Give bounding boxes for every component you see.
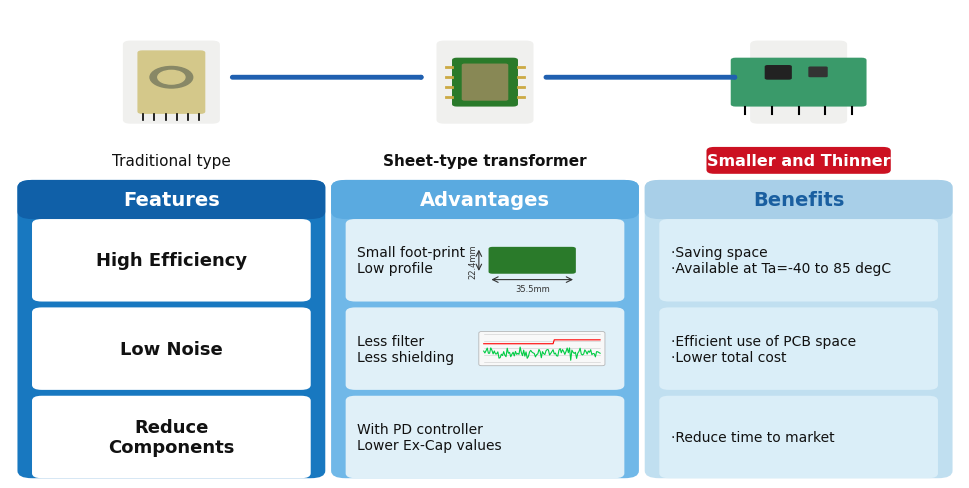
FancyBboxPatch shape — [705, 147, 890, 174]
Text: ·Saving space
·Available at Ta=-40 to 85 degC: ·Saving space ·Available at Ta=-40 to 85… — [671, 245, 891, 276]
FancyBboxPatch shape — [17, 181, 325, 478]
FancyBboxPatch shape — [330, 181, 639, 478]
Text: Low Noise: Low Noise — [120, 340, 223, 358]
Text: ·Efficient use of PCB space
·Lower total cost: ·Efficient use of PCB space ·Lower total… — [671, 334, 856, 364]
Text: Reduce
Components: Reduce Components — [109, 418, 234, 456]
FancyBboxPatch shape — [659, 220, 937, 302]
Text: 35.5mm: 35.5mm — [515, 284, 549, 293]
FancyBboxPatch shape — [479, 332, 605, 366]
Text: 22.4mm: 22.4mm — [467, 244, 477, 278]
Text: Traditional type: Traditional type — [111, 154, 231, 168]
FancyBboxPatch shape — [123, 41, 220, 124]
FancyBboxPatch shape — [659, 308, 937, 390]
Text: Advantages: Advantages — [420, 191, 549, 209]
FancyBboxPatch shape — [330, 181, 639, 220]
FancyBboxPatch shape — [644, 181, 952, 220]
Text: Features: Features — [123, 191, 220, 209]
FancyBboxPatch shape — [345, 396, 624, 478]
FancyBboxPatch shape — [461, 64, 508, 102]
FancyBboxPatch shape — [644, 181, 952, 478]
Circle shape — [158, 71, 185, 85]
FancyBboxPatch shape — [32, 396, 310, 478]
Text: Smaller and Thinner: Smaller and Thinner — [706, 154, 890, 168]
FancyBboxPatch shape — [32, 308, 310, 390]
Text: ·Reduce time to market: ·Reduce time to market — [671, 430, 833, 444]
Text: Less filter
Less shielding: Less filter Less shielding — [357, 334, 453, 364]
FancyBboxPatch shape — [345, 308, 624, 390]
Text: Small foot-print
Low profile: Small foot-print Low profile — [357, 245, 465, 276]
Text: Benefits: Benefits — [752, 191, 843, 209]
Text: High Efficiency: High Efficiency — [96, 252, 247, 270]
FancyBboxPatch shape — [807, 67, 827, 78]
FancyBboxPatch shape — [749, 41, 846, 124]
FancyBboxPatch shape — [488, 247, 576, 274]
FancyBboxPatch shape — [17, 181, 325, 220]
FancyBboxPatch shape — [659, 396, 937, 478]
FancyBboxPatch shape — [764, 66, 791, 81]
FancyBboxPatch shape — [138, 51, 205, 115]
FancyBboxPatch shape — [32, 220, 310, 302]
FancyBboxPatch shape — [730, 59, 865, 107]
Text: Sheet-type transformer: Sheet-type transformer — [383, 154, 586, 168]
Circle shape — [150, 67, 193, 89]
Text: With PD controller
Lower Ex-Cap values: With PD controller Lower Ex-Cap values — [357, 422, 501, 452]
FancyBboxPatch shape — [345, 220, 624, 302]
FancyBboxPatch shape — [452, 59, 517, 107]
FancyBboxPatch shape — [436, 41, 533, 124]
